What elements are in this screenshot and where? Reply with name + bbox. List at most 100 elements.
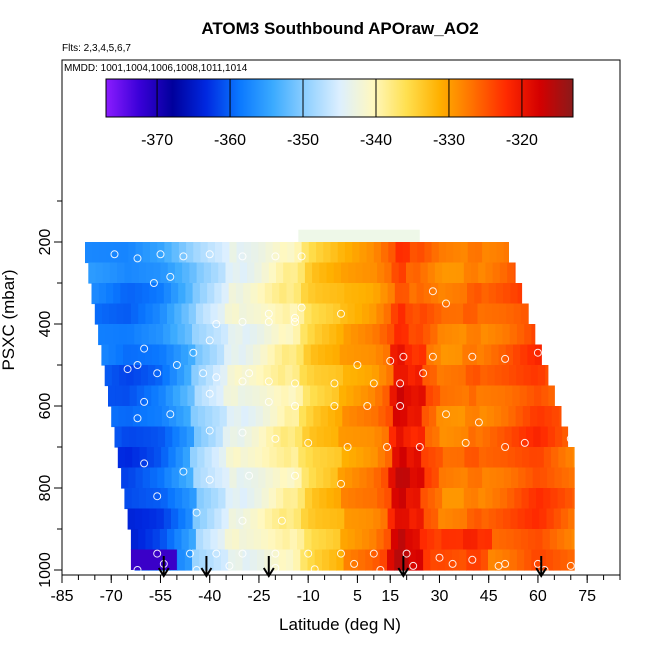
heatmap-cell xyxy=(296,344,305,366)
heatmap-cell xyxy=(349,406,358,428)
heatmap-cell xyxy=(404,385,412,407)
heatmap-cell xyxy=(366,242,375,264)
heatmap-cell xyxy=(210,529,219,551)
heatmap-cell xyxy=(236,242,245,264)
heatmap-cell xyxy=(289,529,298,551)
sample-point xyxy=(156,250,165,259)
heatmap-cell xyxy=(455,344,463,366)
heatmap-cell xyxy=(471,447,480,469)
heatmap-cell xyxy=(564,529,572,551)
heatmap-cell xyxy=(406,488,414,510)
heatmap-cell xyxy=(448,529,457,551)
heatmap-cell xyxy=(257,508,266,530)
heatmap-cell xyxy=(537,406,546,428)
heatmap-cell xyxy=(230,426,238,448)
heatmap-cell xyxy=(133,365,142,387)
heatmap-cell xyxy=(432,426,440,448)
heatmap-cell xyxy=(458,365,467,387)
heatmap-cell xyxy=(186,242,194,264)
heatmap-cell xyxy=(185,508,194,530)
dates-label: MMDD: 1001,1004,1006,1008,1011,1014 xyxy=(64,63,248,74)
heatmap-cell xyxy=(384,488,393,510)
heatmap-cell xyxy=(304,529,312,551)
heatmap-cell xyxy=(167,262,176,284)
sample-point xyxy=(291,379,299,388)
heatmap-cell xyxy=(318,529,327,551)
heatmap-cell xyxy=(558,447,567,469)
heatmap-cell xyxy=(267,344,276,366)
heatmap-cell xyxy=(300,549,309,571)
heatmap-cell xyxy=(446,242,454,264)
heatmap-cell xyxy=(440,385,448,407)
heatmap-cell xyxy=(180,344,189,366)
heatmap-cell xyxy=(195,303,204,325)
flight-arrows xyxy=(157,556,548,578)
heatmap-cell xyxy=(136,426,144,448)
heatmap-cell xyxy=(146,262,154,284)
heatmap-cell xyxy=(329,549,337,571)
heatmap-cell xyxy=(92,242,100,264)
heatmap-cell xyxy=(171,242,180,264)
heatmap-cell xyxy=(488,508,497,530)
heatmap-cell xyxy=(228,283,237,305)
heatmap-cell xyxy=(360,385,369,407)
heatmap-cell xyxy=(194,426,202,448)
heatmap-cell xyxy=(321,365,330,387)
heatmap-cell xyxy=(479,406,488,428)
heatmap-cell xyxy=(476,344,485,366)
heatmap-cell xyxy=(419,303,428,325)
sample-point xyxy=(396,402,405,410)
heatmap-cell xyxy=(181,303,190,325)
sample-point xyxy=(133,566,142,574)
heatmap-cell xyxy=(517,283,523,305)
heatmap-cell xyxy=(373,242,382,264)
heatmap-cell xyxy=(445,508,454,530)
heatmap-cell xyxy=(384,262,393,284)
heatmap-cell xyxy=(211,447,220,469)
x-tick-label: 15 xyxy=(381,588,399,605)
heatmap-cell xyxy=(158,385,167,407)
heatmap-cell xyxy=(380,508,389,530)
heatmap-cell xyxy=(149,508,158,530)
sample-point xyxy=(399,352,408,361)
x-tick-label: -85 xyxy=(50,588,73,605)
sample-point xyxy=(133,361,142,369)
heatmap-cell xyxy=(162,365,171,387)
heatmap-cell xyxy=(394,324,402,346)
heatmap-cell xyxy=(379,549,388,571)
sample-points xyxy=(110,250,575,574)
heatmap-cell xyxy=(340,529,349,551)
heatmap-cell xyxy=(538,549,547,571)
heatmap-cell xyxy=(127,324,135,346)
heatmap-cell xyxy=(347,529,356,551)
heatmap-cell xyxy=(515,447,523,469)
x-tick-label: 5 xyxy=(353,588,362,605)
heatmap-cell xyxy=(260,344,269,366)
heatmap-cell xyxy=(98,324,106,346)
heatmap-cell xyxy=(218,262,226,284)
heatmap-cell xyxy=(434,303,442,325)
y-tick-label: 800 xyxy=(37,475,54,502)
heatmap-cell xyxy=(224,344,232,366)
sample-point xyxy=(172,361,181,369)
heatmap-cell xyxy=(174,488,183,510)
heatmap-cell xyxy=(243,508,251,530)
heatmap-cell xyxy=(364,406,372,428)
heatmap-cell xyxy=(130,529,139,551)
heatmap-cell xyxy=(249,324,258,346)
y-axis: 200 400 600 800 1000 xyxy=(37,200,62,588)
heatmap-cell xyxy=(246,529,255,551)
heatmap-cell xyxy=(522,406,531,428)
heatmap-cell xyxy=(153,262,161,284)
heatmap-cell xyxy=(208,426,217,448)
heatmap-cell xyxy=(474,283,483,305)
sample-point xyxy=(376,566,385,574)
heatmap-cell xyxy=(314,549,323,571)
heatmap-cell xyxy=(310,344,319,366)
heatmap-cell xyxy=(159,344,167,366)
heatmap-cell xyxy=(243,242,252,264)
heatmap-cell xyxy=(109,303,118,325)
heatmap-cell xyxy=(182,262,190,284)
heatmap-cell xyxy=(497,426,505,448)
sample-point xyxy=(245,471,254,480)
